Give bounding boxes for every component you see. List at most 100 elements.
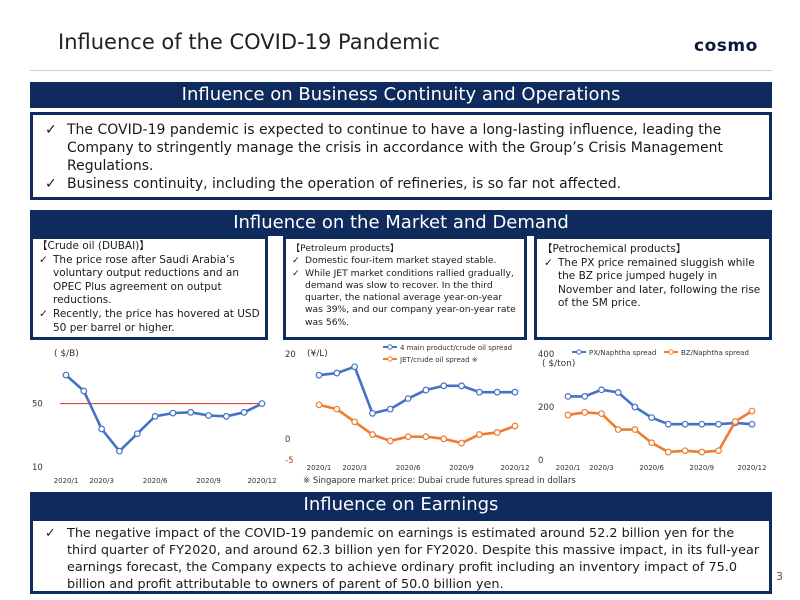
series-line — [318, 365, 515, 415]
data-point — [511, 422, 519, 430]
data-point — [614, 389, 622, 396]
bullet-text: The price rose after Saudi Arabia’s volu… — [53, 253, 239, 307]
data-point — [681, 420, 689, 428]
y-tick-label: 10 — [32, 463, 43, 473]
y-tick-label: -5 — [285, 456, 293, 466]
data-point — [240, 408, 248, 416]
petroleum-bullet: ✓ While JET market conditions rallied gra… — [291, 268, 519, 329]
petroleum-box: 【Petroleum products】 ✓ Domestic four-item… — [283, 236, 527, 340]
check-icon: ✓ — [544, 256, 553, 269]
legend-label: 4 main product/crude oil spread — [400, 344, 512, 352]
data-point — [98, 425, 106, 433]
earnings-box: ✓ The negative impact of the COVID-19 pan… — [30, 518, 772, 594]
data-point — [351, 363, 359, 371]
data-point — [598, 410, 605, 418]
data-point — [664, 420, 672, 428]
data-point — [614, 426, 622, 433]
petrochemical-bullet: ✓ The PX price remained sluggish while th… — [542, 257, 764, 311]
data-point — [422, 386, 430, 394]
data-point — [698, 448, 706, 456]
data-point — [475, 431, 483, 438]
data-point — [458, 382, 465, 390]
x-tick-label: 2020/9 — [689, 464, 714, 472]
unit-label: ( $/ton) — [542, 359, 575, 369]
series-line — [65, 374, 263, 454]
data-point — [404, 395, 412, 402]
x-tick-label: 2020/12 — [247, 477, 276, 485]
petrochemical-spread-chart: ( $/ton) 400 200 0 2020/1 2020/3 2020/6 2020/9 2… — [534, 342, 772, 492]
data-point — [631, 403, 639, 411]
legend-label: JET/crude oil spread ※ — [399, 356, 478, 364]
data-point — [169, 409, 177, 417]
data-point — [386, 405, 394, 413]
data-point — [731, 418, 739, 425]
legend-marker — [387, 344, 393, 350]
legend-marker — [668, 349, 674, 355]
crude-bullet: ✓ The price rose after Saudi Arabia’s vol… — [37, 254, 261, 308]
y-tick-label: 20 — [285, 350, 296, 360]
check-icon: ✓ — [45, 122, 57, 138]
x-tick-label: 2020/1 — [54, 477, 79, 485]
data-point — [369, 409, 376, 417]
crude-bullet: ✓ Recently, the price has hovered at USD … — [37, 308, 261, 335]
unit-label: (¥/L) — [307, 349, 328, 359]
data-point — [80, 387, 88, 395]
check-icon: ✓ — [45, 176, 57, 192]
petroleum-spread-chart: (¥/L) 20 0 -5 2020/1 2020/3 2020/6 2020/9 2020/1… — [283, 342, 533, 492]
series-line — [567, 409, 753, 454]
x-tick-label: 2020/1 — [556, 464, 581, 472]
data-point — [648, 414, 656, 421]
bullet-text: Business continuity, including the opera… — [67, 176, 622, 192]
data-point — [681, 447, 689, 455]
check-icon: ✓ — [45, 526, 56, 541]
data-point — [369, 431, 376, 438]
x-tick-label: 2020/12 — [500, 464, 529, 472]
earnings-bullet: ✓ The negative impact of the COVID-19 pan… — [41, 525, 761, 593]
y-tick-label: 200 — [538, 403, 554, 413]
series-line — [318, 403, 516, 445]
business-banner: Influence on Business Continuity and Ope… — [30, 82, 772, 108]
data-point — [333, 405, 341, 413]
x-tick-label: 2020/1 — [307, 464, 332, 472]
data-point — [458, 439, 465, 447]
data-point — [475, 388, 483, 396]
y-tick-label: 50 — [32, 400, 43, 410]
check-icon: ✓ — [39, 253, 48, 266]
x-tick-label: 2020/9 — [196, 477, 221, 485]
bullet-text: The PX price remained sluggish while the… — [558, 256, 761, 310]
data-point — [404, 433, 412, 441]
bullet-text: Domestic four-item market stayed stable. — [305, 255, 497, 267]
crude-oil-heading: 【Crude oil (DUBAI)】 — [37, 240, 150, 252]
crude-oil-chart-svg: ( $/B) 50 10 2020/1 2020/3 2020/6 2020/9 2020/1… — [32, 349, 277, 485]
x-tick-label: 2020/3 — [342, 464, 367, 472]
bullet-text: While JET market conditions rallied grad… — [305, 267, 516, 328]
data-point — [698, 420, 706, 428]
data-point — [598, 386, 605, 394]
data-point — [351, 418, 359, 426]
data-point — [715, 420, 722, 428]
petroleum-heading: 【Petroleum products】 — [291, 243, 400, 254]
data-point — [748, 420, 756, 428]
x-tick-label: 2020/3 — [589, 464, 614, 472]
petrochemical-spread-chart-svg: ( $/ton)400 200 0 2020/1 2020/3 2020/6 2020/9 2… — [538, 349, 767, 472]
data-point — [222, 412, 230, 420]
data-point — [581, 393, 589, 400]
earnings-banner: Influence on Earnings — [30, 492, 772, 518]
x-tick-label: 2020/6 — [639, 464, 664, 472]
data-point — [422, 433, 430, 441]
data-point — [748, 407, 756, 415]
legend-label: PX/Naphtha spread — [589, 349, 656, 357]
legend-marker — [576, 349, 582, 355]
y-tick-label: 0 — [538, 456, 543, 466]
data-point — [151, 412, 159, 420]
business-bullet: ✓ The COVID-19 pandemic is expected to co… — [41, 121, 761, 175]
crude-oil-box: 【Crude oil (DUBAI)】 ✓ The price rose afte… — [30, 236, 268, 340]
x-tick-label: 2020/3 — [89, 477, 114, 485]
page-title: Influence of the COVID-19 Pandemic — [58, 30, 440, 54]
data-point — [564, 393, 572, 400]
data-point — [581, 408, 589, 416]
data-point — [440, 382, 448, 390]
data-point — [511, 388, 519, 396]
legend-label: BZ/Naphtha spread — [681, 349, 749, 357]
market-footnote: ※ Singapore market price: Dubai crude fu… — [303, 476, 576, 486]
